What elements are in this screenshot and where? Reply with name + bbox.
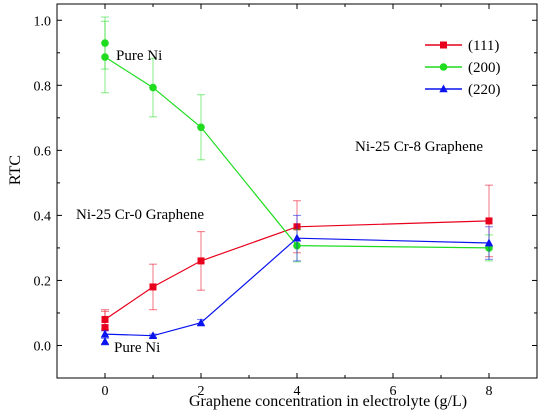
y-tick-label-0: 0.0 bbox=[34, 339, 52, 354]
plot-area bbox=[100, 16, 494, 346]
y-axis-title: RTC bbox=[7, 155, 24, 185]
legend-label-111: (111) bbox=[468, 38, 499, 54]
legend-marker-200 bbox=[439, 63, 448, 71]
data-point-200-2 bbox=[197, 123, 205, 132]
data-point-111-2 bbox=[197, 257, 205, 265]
y-tick-label-4: 0.8 bbox=[34, 79, 52, 94]
data-point-220-0 bbox=[100, 329, 110, 338]
data-point-220-3 bbox=[292, 233, 302, 242]
legend-item-220: (220) bbox=[425, 82, 501, 98]
data-point-111-4 bbox=[485, 217, 493, 225]
y-tick-label-2: 0.4 bbox=[34, 209, 52, 224]
annotation-pure-ni-bottom: Pure Ni bbox=[114, 340, 160, 356]
legend-label-220: (220) bbox=[468, 82, 501, 98]
x-tick-label-1: 2 bbox=[198, 384, 205, 399]
series-220 bbox=[100, 214, 494, 346]
data-point-111-0 bbox=[101, 315, 109, 323]
annotation-ni25cr0-graphene: Ni-25 Cr-0 Graphene bbox=[76, 207, 204, 223]
data-point-220-pure-ni bbox=[100, 337, 110, 345]
legend-item-200: (200) bbox=[425, 60, 501, 76]
data-point-200-0 bbox=[101, 53, 109, 61]
data-point-220-4 bbox=[484, 238, 494, 247]
legend: (111) (200) (220) bbox=[425, 38, 501, 98]
data-point-200-1 bbox=[149, 83, 157, 92]
x-tick-label-2: 4 bbox=[294, 384, 301, 399]
x-tick-label-4: 8 bbox=[486, 384, 493, 399]
legend-marker-220 bbox=[439, 84, 448, 93]
x-tick-label-0: 0 bbox=[102, 384, 109, 399]
x-tick-label-3: 6 bbox=[390, 384, 397, 399]
x-axis-title: Graphene concentration in electrolyte (g… bbox=[189, 393, 467, 410]
data-point-220-1 bbox=[148, 331, 158, 340]
data-point-111-pure-ni bbox=[101, 324, 109, 332]
data-point-220-2 bbox=[196, 318, 206, 327]
y-tick-label-1: 0.2 bbox=[34, 274, 52, 289]
legend-item-111: (111) bbox=[425, 38, 499, 54]
legend-marker-111 bbox=[440, 41, 447, 49]
legend-label-200: (200) bbox=[468, 60, 501, 76]
data-point-200-pure-ni bbox=[101, 39, 109, 47]
annotation-pure-ni-top: Pure Ni bbox=[116, 48, 162, 64]
annotation-ni25cr8-graphene: Ni-25 Cr-8 Graphene bbox=[355, 139, 483, 155]
axes: 0 2 4 6 8 0.0 0.2 0.4 0.6 0.8 1.0 bbox=[34, 3, 538, 399]
data-point-111-1 bbox=[149, 283, 157, 291]
y-tick-label-5: 1.0 bbox=[34, 14, 52, 29]
y-tick-label-3: 0.6 bbox=[34, 144, 52, 159]
